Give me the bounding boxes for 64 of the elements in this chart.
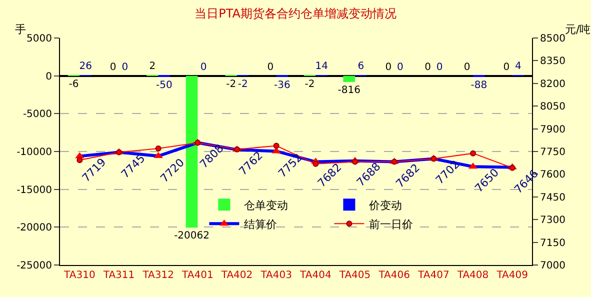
data-label: 14 [315,61,328,72]
data-label: -20062 [174,230,210,242]
y2-axis-title: 元/吨 [565,23,591,36]
y2-tick-label: 7450 [540,192,566,204]
data-label: 0 [503,62,510,73]
y-tick-label: -20000 [16,222,52,234]
legend-label: 前一日价 [369,218,414,231]
data-label: 6 [358,61,364,72]
data-label: -36 [274,80,290,91]
y-tick-label: -10000 [16,147,52,158]
chart-title: 当日PTA期货各合约仓单增减变动情况 [194,6,396,20]
data-label: 0 [397,62,404,73]
data-label: -2 [226,79,236,90]
x-tick-label: TA408 [456,270,489,281]
y2-tick-label: 7000 [540,260,566,272]
data-label: 2 [149,61,156,72]
y-axis-title: 手 [15,23,26,36]
x-tick-label: TA404 [299,270,332,281]
y2-tick-label: 7750 [540,147,566,158]
data-label: 0 [464,62,470,73]
data-label: -2 [304,79,315,90]
x-tick-label: TA409 [496,270,528,281]
point [273,142,280,149]
data-label: 0 [200,62,207,73]
data-label: 26 [79,61,92,72]
x-tick-label: TA311 [102,270,135,281]
x-tick-label: TA401 [181,270,214,281]
data-label: -50 [156,80,172,91]
data-label: 0 [385,62,392,73]
data-label: -816 [338,85,360,96]
data-label: 0 [122,62,128,73]
y-tick-label: 5000 [26,34,52,44]
x-tick-label: TA310 [63,270,96,281]
y2-tick-label: 7150 [540,238,566,249]
y2-tick-label: 8200 [540,78,566,90]
data-label: 4 [515,61,522,72]
data-label: 0 [267,62,274,73]
y2-tick-label: 7600 [540,170,566,181]
legend-label: 价变动 [368,198,402,212]
point [155,145,162,152]
x-tick-label: TA406 [378,270,410,281]
y2-tick-label: 8350 [540,56,566,68]
x-tick-label: TA403 [260,270,292,281]
data-label: 0 [110,62,116,73]
y2-tick-label: 7300 [540,215,566,226]
y-tick-label: -25000 [16,260,52,272]
point [470,150,476,156]
y2-tick-label: 8500 [540,34,566,44]
data-label: -6 [68,79,79,90]
data-label: 0 [424,62,431,73]
y-tick-label: -15000 [16,184,52,196]
x-tick-label: TA312 [142,270,174,281]
data-label: -2 [238,79,248,90]
legend-label: 仓单变动 [244,198,288,212]
data-label: 0 [436,62,443,73]
x-tick-label: TA402 [220,270,253,281]
y2-tick-label: 7900 [540,124,566,136]
y2-tick-label: 8050 [540,102,566,113]
legend-label: 结算价 [244,218,278,231]
y-tick-label: -5000 [22,109,52,120]
y-tick-label: 0 [46,71,52,82]
x-tick-label: TA407 [417,270,450,281]
data-label: -88 [470,80,488,91]
x-tick-label: TA405 [338,270,371,281]
